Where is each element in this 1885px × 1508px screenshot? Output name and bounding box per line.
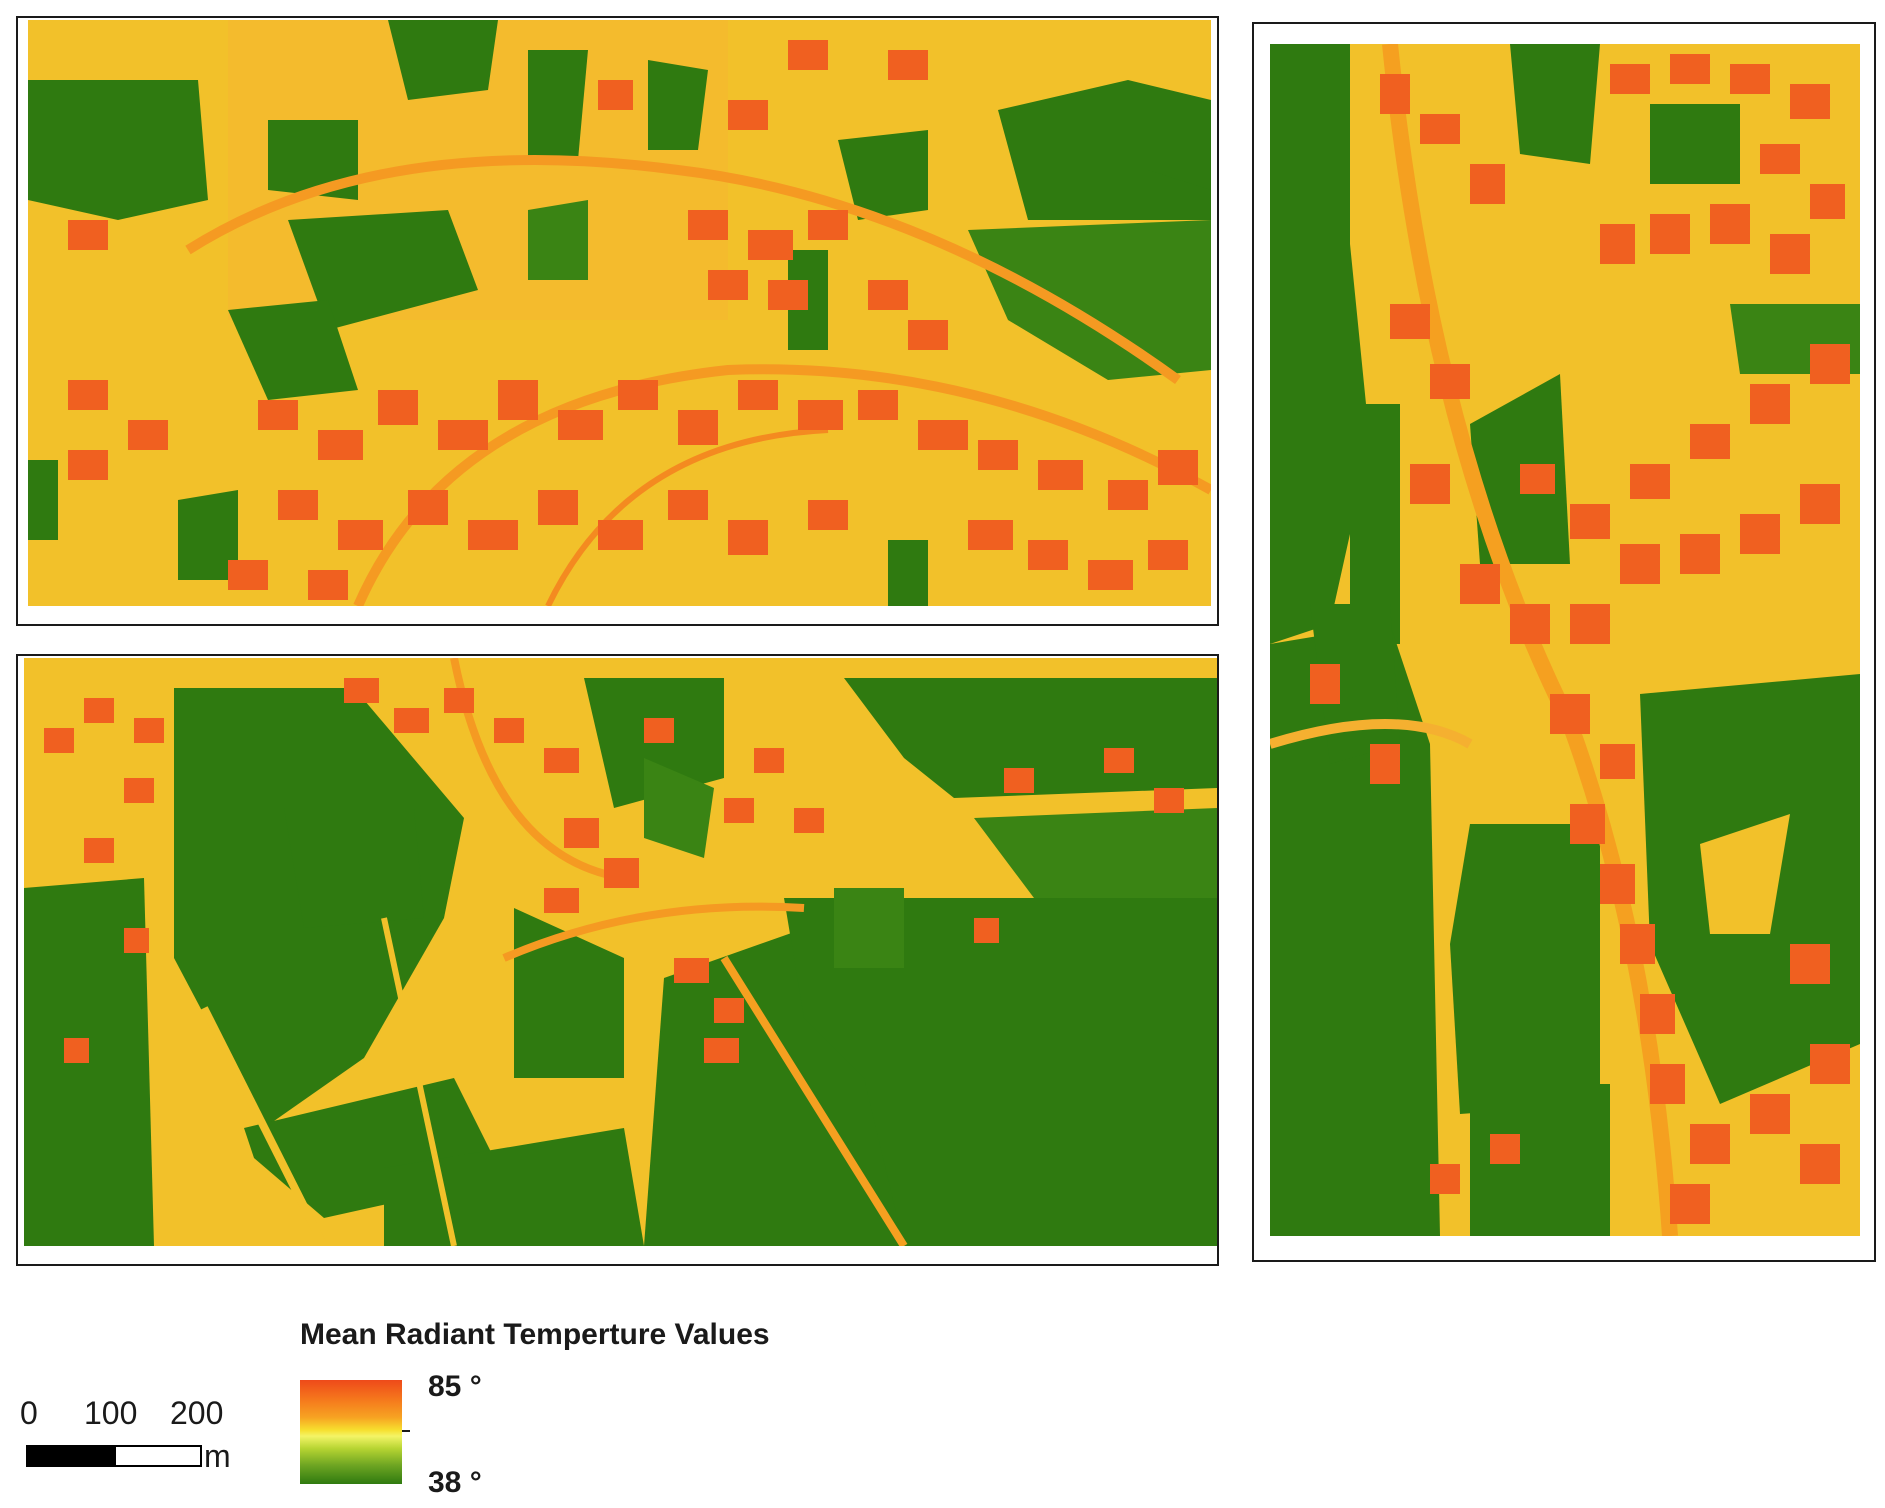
map-panel-right xyxy=(1252,22,1876,1262)
scale-label-100: 100 xyxy=(84,1395,138,1431)
legend-title: Mean Radiant Temperture Values xyxy=(300,1318,770,1351)
legend-min-label: 38 ° xyxy=(428,1466,482,1499)
scale-bar: 0 100 200 m xyxy=(16,1395,256,1475)
scale-label-0: 0 xyxy=(20,1395,38,1431)
mrt-raster-graphic xyxy=(1270,44,1860,1236)
scale-segment-black xyxy=(26,1445,114,1467)
mrt-raster-bottom-left xyxy=(24,658,1217,1246)
mrt-raster-graphic xyxy=(28,20,1211,606)
mrt-raster-top-left xyxy=(28,20,1211,606)
mrt-raster-graphic xyxy=(24,658,1217,1246)
legend: Mean Radiant Temperture Values 85 ° 38 ° xyxy=(300,1318,860,1508)
scale-bar-graphic xyxy=(26,1445,202,1467)
legend-tick xyxy=(402,1430,410,1432)
map-panel-top-left xyxy=(16,16,1219,626)
scale-segment-white xyxy=(114,1445,202,1467)
scale-unit: m xyxy=(204,1438,231,1474)
map-panel-bottom-left xyxy=(16,654,1219,1266)
scale-label-200: 200 xyxy=(170,1395,224,1431)
legend-color-ramp xyxy=(300,1380,402,1484)
legend-max-label: 85 ° xyxy=(428,1370,482,1403)
mrt-raster-right xyxy=(1270,44,1860,1236)
